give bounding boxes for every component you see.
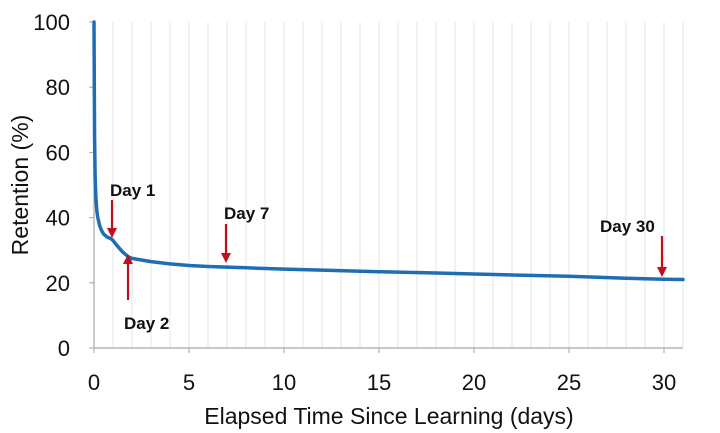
y-tick-label: 60: [46, 140, 70, 165]
annotation-label: Day 30: [600, 217, 655, 236]
annotation-label: Day 7: [224, 204, 269, 223]
y-axis-title: Retention (%): [7, 115, 33, 256]
x-tick-label: 0: [88, 370, 100, 395]
y-tick-label: 40: [46, 206, 70, 231]
annotation-arrowhead: [123, 254, 133, 264]
gridlines: [112, 22, 684, 348]
x-tick-label: 15: [367, 370, 391, 395]
y-tick-label: 80: [46, 75, 70, 100]
axes: [89, 21, 683, 353]
series-lines: [92, 20, 685, 282]
tick-labels: 0 5 10 15 20 25 30 0 20 40 60 80 100: [33, 10, 676, 395]
y-tick-label: 20: [46, 271, 70, 296]
annotations: Day 1 Day 2 Day 7 Day 30: [107, 181, 667, 333]
x-axis-title: Elapsed Time Since Learning (days): [204, 403, 573, 429]
annotation-label: Day 2: [124, 314, 169, 333]
y-tick-label: 100: [33, 10, 70, 35]
annotation-arrowhead: [657, 267, 667, 277]
x-tick-label: 25: [557, 370, 581, 395]
retention-curve: [92, 20, 685, 282]
x-tick-label: 30: [652, 370, 676, 395]
annotation-label: Day 1: [110, 181, 155, 200]
annotation-arrowhead: [107, 228, 117, 238]
x-tick-label: 5: [183, 370, 195, 395]
y-tick-label: 0: [58, 336, 70, 361]
x-tick-label: 10: [272, 370, 296, 395]
x-tick-label: 20: [462, 370, 486, 395]
annotation-arrowhead: [221, 253, 231, 263]
